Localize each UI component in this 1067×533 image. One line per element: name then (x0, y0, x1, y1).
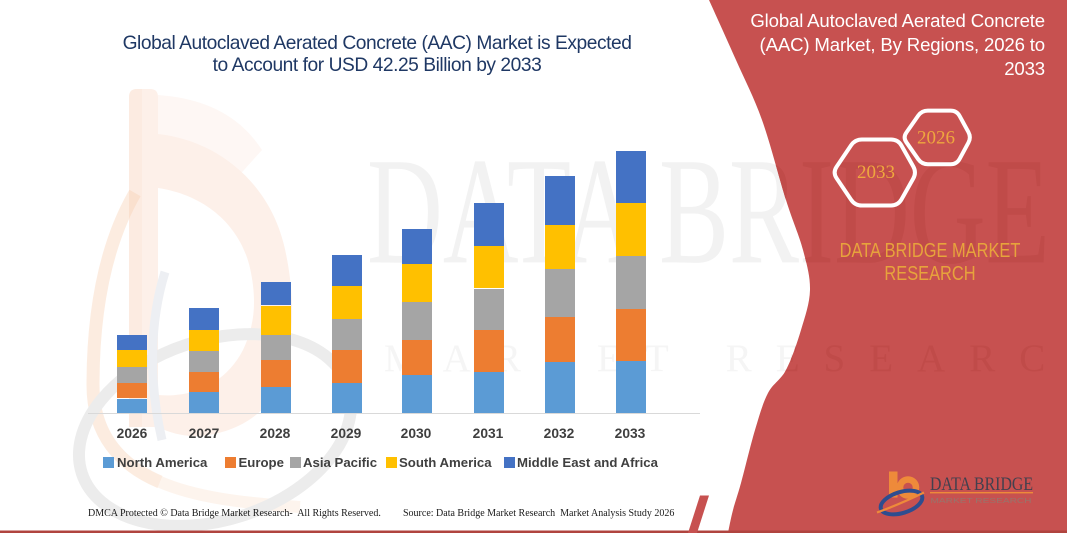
svg-text:2033: 2033 (857, 162, 895, 183)
svg-text:DATA BRIDGE: DATA BRIDGE (930, 474, 1033, 495)
svg-text:MARKET RESEARCH: MARKET RESEARCH (931, 496, 1032, 505)
svg-text:2026: 2026 (917, 128, 955, 149)
